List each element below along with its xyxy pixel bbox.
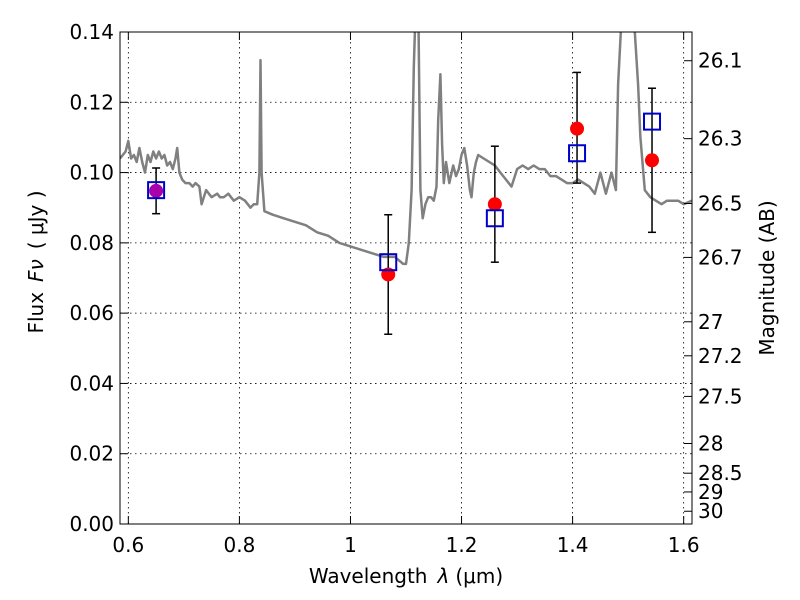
right-tick-label: 26.1 bbox=[698, 49, 743, 73]
model-point bbox=[379, 253, 398, 272]
x-tick-label: 1 bbox=[344, 533, 357, 557]
observed-point bbox=[149, 183, 164, 198]
error-bars bbox=[152, 71, 657, 335]
y-tick-label: 0.08 bbox=[69, 231, 114, 255]
model-point bbox=[643, 112, 662, 131]
x-tick-label: 1.2 bbox=[446, 533, 478, 557]
observed-point bbox=[570, 121, 585, 136]
y-tick-label: 0.02 bbox=[69, 442, 114, 466]
y-tick-label: 0.00 bbox=[69, 512, 114, 536]
y-tick-label: 0.04 bbox=[69, 371, 114, 395]
right-tick-label: 28.5 bbox=[698, 461, 743, 485]
grid-lines bbox=[120, 31, 692, 525]
y-axis-label: FluxFν( μJy ) bbox=[24, 190, 48, 333]
x-tick-label: 1.4 bbox=[557, 533, 589, 557]
data-markers bbox=[147, 112, 662, 282]
plot-frame bbox=[119, 31, 693, 525]
right-tick-label: 29 bbox=[698, 480, 723, 504]
right-tick-label: 28 bbox=[698, 431, 723, 455]
right-tick-label: 26.3 bbox=[698, 127, 743, 151]
x-tick-label: 0.8 bbox=[223, 533, 255, 557]
y-tick-label: 0.06 bbox=[69, 301, 114, 325]
model-point bbox=[485, 209, 504, 228]
right-tick-label: 26.5 bbox=[698, 191, 743, 215]
x-tick-label: 0.6 bbox=[112, 533, 144, 557]
spectrum-line bbox=[120, 32, 692, 266]
right-tick-label: 27.2 bbox=[698, 344, 743, 368]
right-tick-label: 27.5 bbox=[698, 384, 743, 408]
y-tick-label: 0.10 bbox=[69, 161, 114, 185]
y-tick-label: 0.12 bbox=[69, 90, 114, 114]
x-axis-label: Wavelength λ (μm) bbox=[309, 564, 503, 588]
axis-ticks: 0.6 0.8 1 1.2 1.4 1.6 0.00 0.02 0.04 0.06 0.08 0.10… bbox=[69, 20, 742, 557]
observed-point bbox=[645, 153, 660, 168]
right-tick-label: 30 bbox=[698, 499, 723, 523]
right-axis-label: Magnitude (AB) bbox=[755, 200, 779, 355]
right-tick-label: 27 bbox=[698, 310, 723, 334]
y-tick-label: 0.14 bbox=[69, 20, 114, 44]
model-point bbox=[568, 144, 587, 163]
model-point bbox=[147, 181, 166, 200]
observed-point bbox=[487, 197, 502, 212]
right-tick-label: 26.7 bbox=[698, 245, 743, 269]
x-tick-label: 1.6 bbox=[668, 533, 700, 557]
